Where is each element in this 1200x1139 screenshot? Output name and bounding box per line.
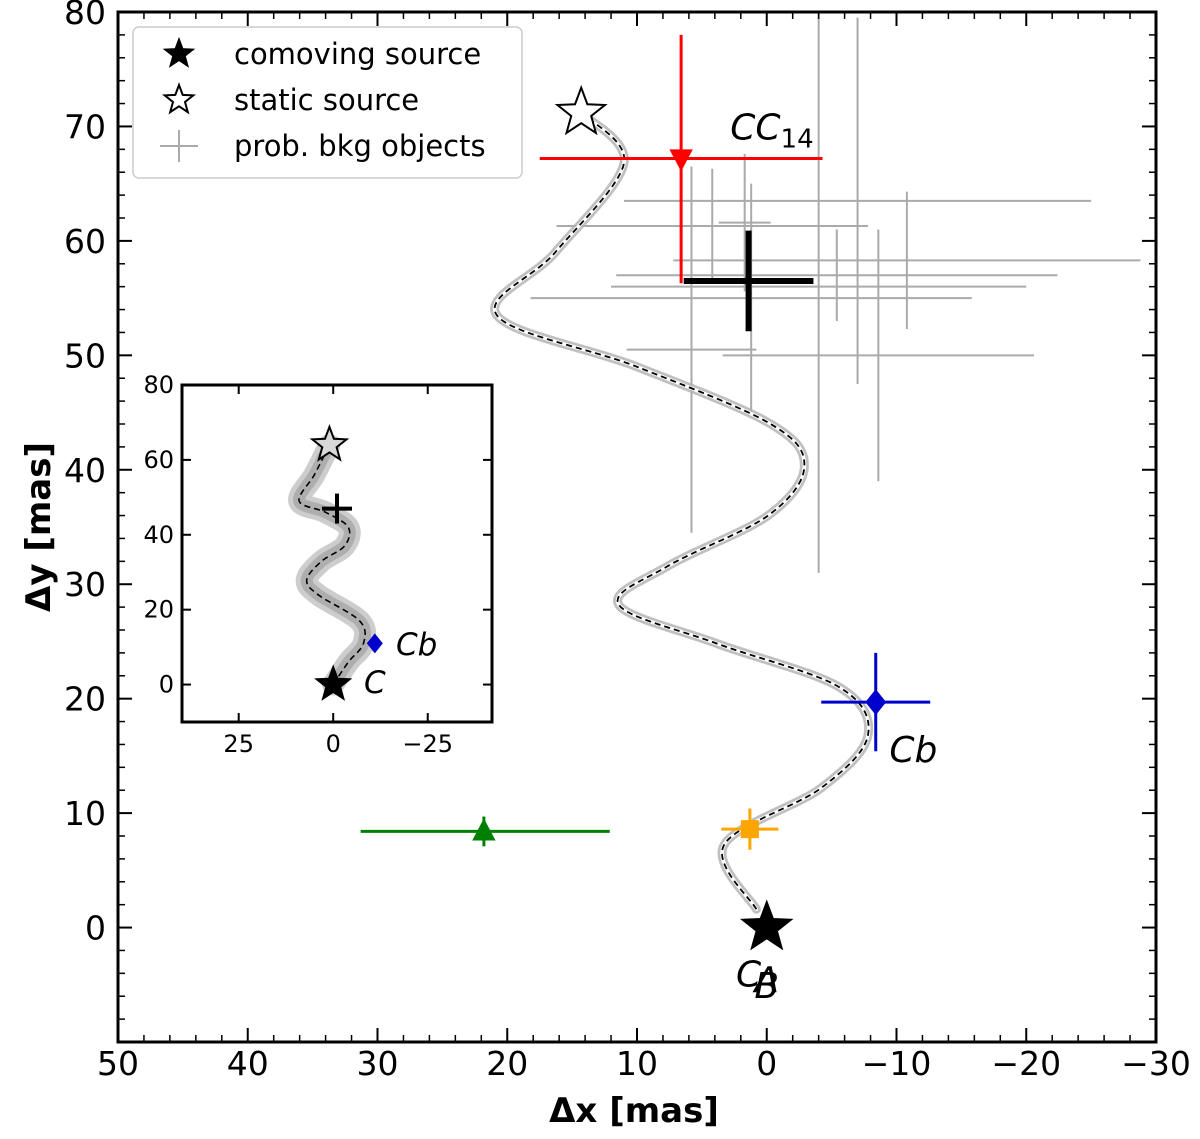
- marker-C: [740, 820, 759, 839]
- inset-marker-C: [314, 664, 353, 701]
- point-Cb: [821, 652, 931, 752]
- inset-track-line: [298, 444, 366, 686]
- legend-entry: prob. bkg objects: [160, 129, 486, 163]
- inset-label-Cb: Cb: [396, 627, 437, 663]
- inset-x-tick-label: 0: [326, 730, 341, 758]
- label-C: C: [736, 954, 762, 995]
- data-points: [360, 34, 931, 951]
- label-subscript: 14: [781, 124, 814, 154]
- background-object: [626, 166, 757, 533]
- y-tick-label: 20: [64, 680, 106, 719]
- inset-y-tick-label: 60: [143, 446, 174, 474]
- legend-label: static source: [234, 83, 419, 117]
- background-object: [673, 191, 1141, 330]
- point-weighted-mean: [683, 230, 814, 332]
- background-object: [722, 229, 1035, 482]
- marker-Cb: [865, 689, 887, 716]
- x-tick-label: 50: [97, 1044, 139, 1083]
- y-tick-label: 80: [64, 0, 106, 32]
- label-main: CC: [730, 107, 781, 148]
- inset-frame: [180, 383, 494, 724]
- inset-marker-Cb: [366, 633, 383, 654]
- legend-swatch: [162, 82, 196, 115]
- main-plot-frame: [116, 10, 1158, 1044]
- inset-chart: 25 0 −25 0 20 40 60 80 C Cb: [143, 371, 494, 758]
- point-C: [721, 808, 779, 850]
- y-tick-label: 30: [64, 565, 106, 604]
- label-main: Cb: [889, 730, 937, 771]
- x-tick-label: 30: [357, 1044, 399, 1083]
- legend-box: [132, 26, 523, 179]
- x-tick-label: 0: [756, 1044, 777, 1083]
- inset-x-tick-label: 25: [223, 730, 254, 758]
- inset-y-tick-label: 40: [143, 521, 174, 549]
- marker-A: [739, 899, 794, 951]
- x-tick-label: −20: [991, 1044, 1061, 1083]
- x-tick-label: 10: [616, 1044, 658, 1083]
- point-A: [739, 899, 794, 951]
- y-tick-label: 60: [64, 222, 106, 261]
- static-source-marker: [554, 84, 608, 136]
- y-tick-label: 0: [85, 909, 106, 948]
- point-B: [360, 816, 610, 847]
- background-objects: [530, 12, 1141, 573]
- y-tick-label: 10: [64, 794, 106, 833]
- inset-label-C: C: [364, 665, 386, 701]
- label-Cb: Cb: [889, 730, 937, 771]
- legend-label: comoving source: [234, 37, 481, 71]
- static-source-track: [490, 84, 874, 914]
- y-axis-label: Δy [mas]: [19, 442, 59, 612]
- legend-swatch: [162, 36, 196, 68]
- track-line: [493, 112, 870, 910]
- background-object: [616, 229, 1058, 321]
- inset-y-tick-label: 80: [143, 371, 174, 399]
- inset-y-tick-label: 0: [159, 671, 174, 699]
- label-main: C: [736, 954, 762, 995]
- x-tick-label: 40: [227, 1044, 269, 1083]
- marker-CC14: [669, 149, 693, 172]
- marker-B: [472, 818, 496, 841]
- label-A: A: [752, 960, 779, 1001]
- main-plot-area: [360, 12, 1141, 951]
- point-CC14: [539, 34, 823, 284]
- y-tick-label: 50: [64, 336, 106, 375]
- point-annotations: ABC Cb CC14: [730, 107, 937, 1006]
- x-tick-label: 20: [486, 1044, 528, 1083]
- main-tick-labels: 50 40 30 20 10 0 −10 −20 −30 0 10 20 30 40 50 60 70 80: [64, 0, 1191, 1083]
- x-tick-label: −10: [862, 1044, 932, 1083]
- label-main: A: [752, 960, 779, 1001]
- background-object: [624, 17, 1092, 384]
- y-tick-label: 70: [64, 107, 106, 146]
- x-axis-label: Δx [mas]: [549, 1091, 719, 1131]
- label-main: B: [754, 966, 779, 1007]
- inset-marker-static: [309, 424, 350, 462]
- legend-entry: static source: [162, 82, 419, 117]
- inset-mean-cross: [322, 493, 352, 524]
- label-B: B: [754, 966, 779, 1007]
- legend-label: prob. bkg objects: [234, 129, 486, 163]
- inset-tick-labels: 25 0 −25 0 20 40 60 80: [143, 371, 453, 758]
- inset-y-tick-label: 20: [143, 596, 174, 624]
- label-CC14: CC14: [730, 107, 813, 154]
- background-object: [718, 153, 771, 292]
- x-tick-label: −30: [1121, 1044, 1191, 1083]
- legend: comoving source static source prob. bkg ob…: [132, 26, 523, 179]
- background-object: [611, 12, 1027, 573]
- y-tick-label: 40: [64, 451, 106, 490]
- background-object: [556, 168, 868, 284]
- legend-entry: comoving source: [162, 36, 481, 71]
- inset-annotations: C Cb: [364, 627, 437, 701]
- inset-track-bundle: [288, 433, 377, 696]
- inset-data-points: [309, 424, 383, 701]
- inset-x-tick-label: −25: [402, 730, 453, 758]
